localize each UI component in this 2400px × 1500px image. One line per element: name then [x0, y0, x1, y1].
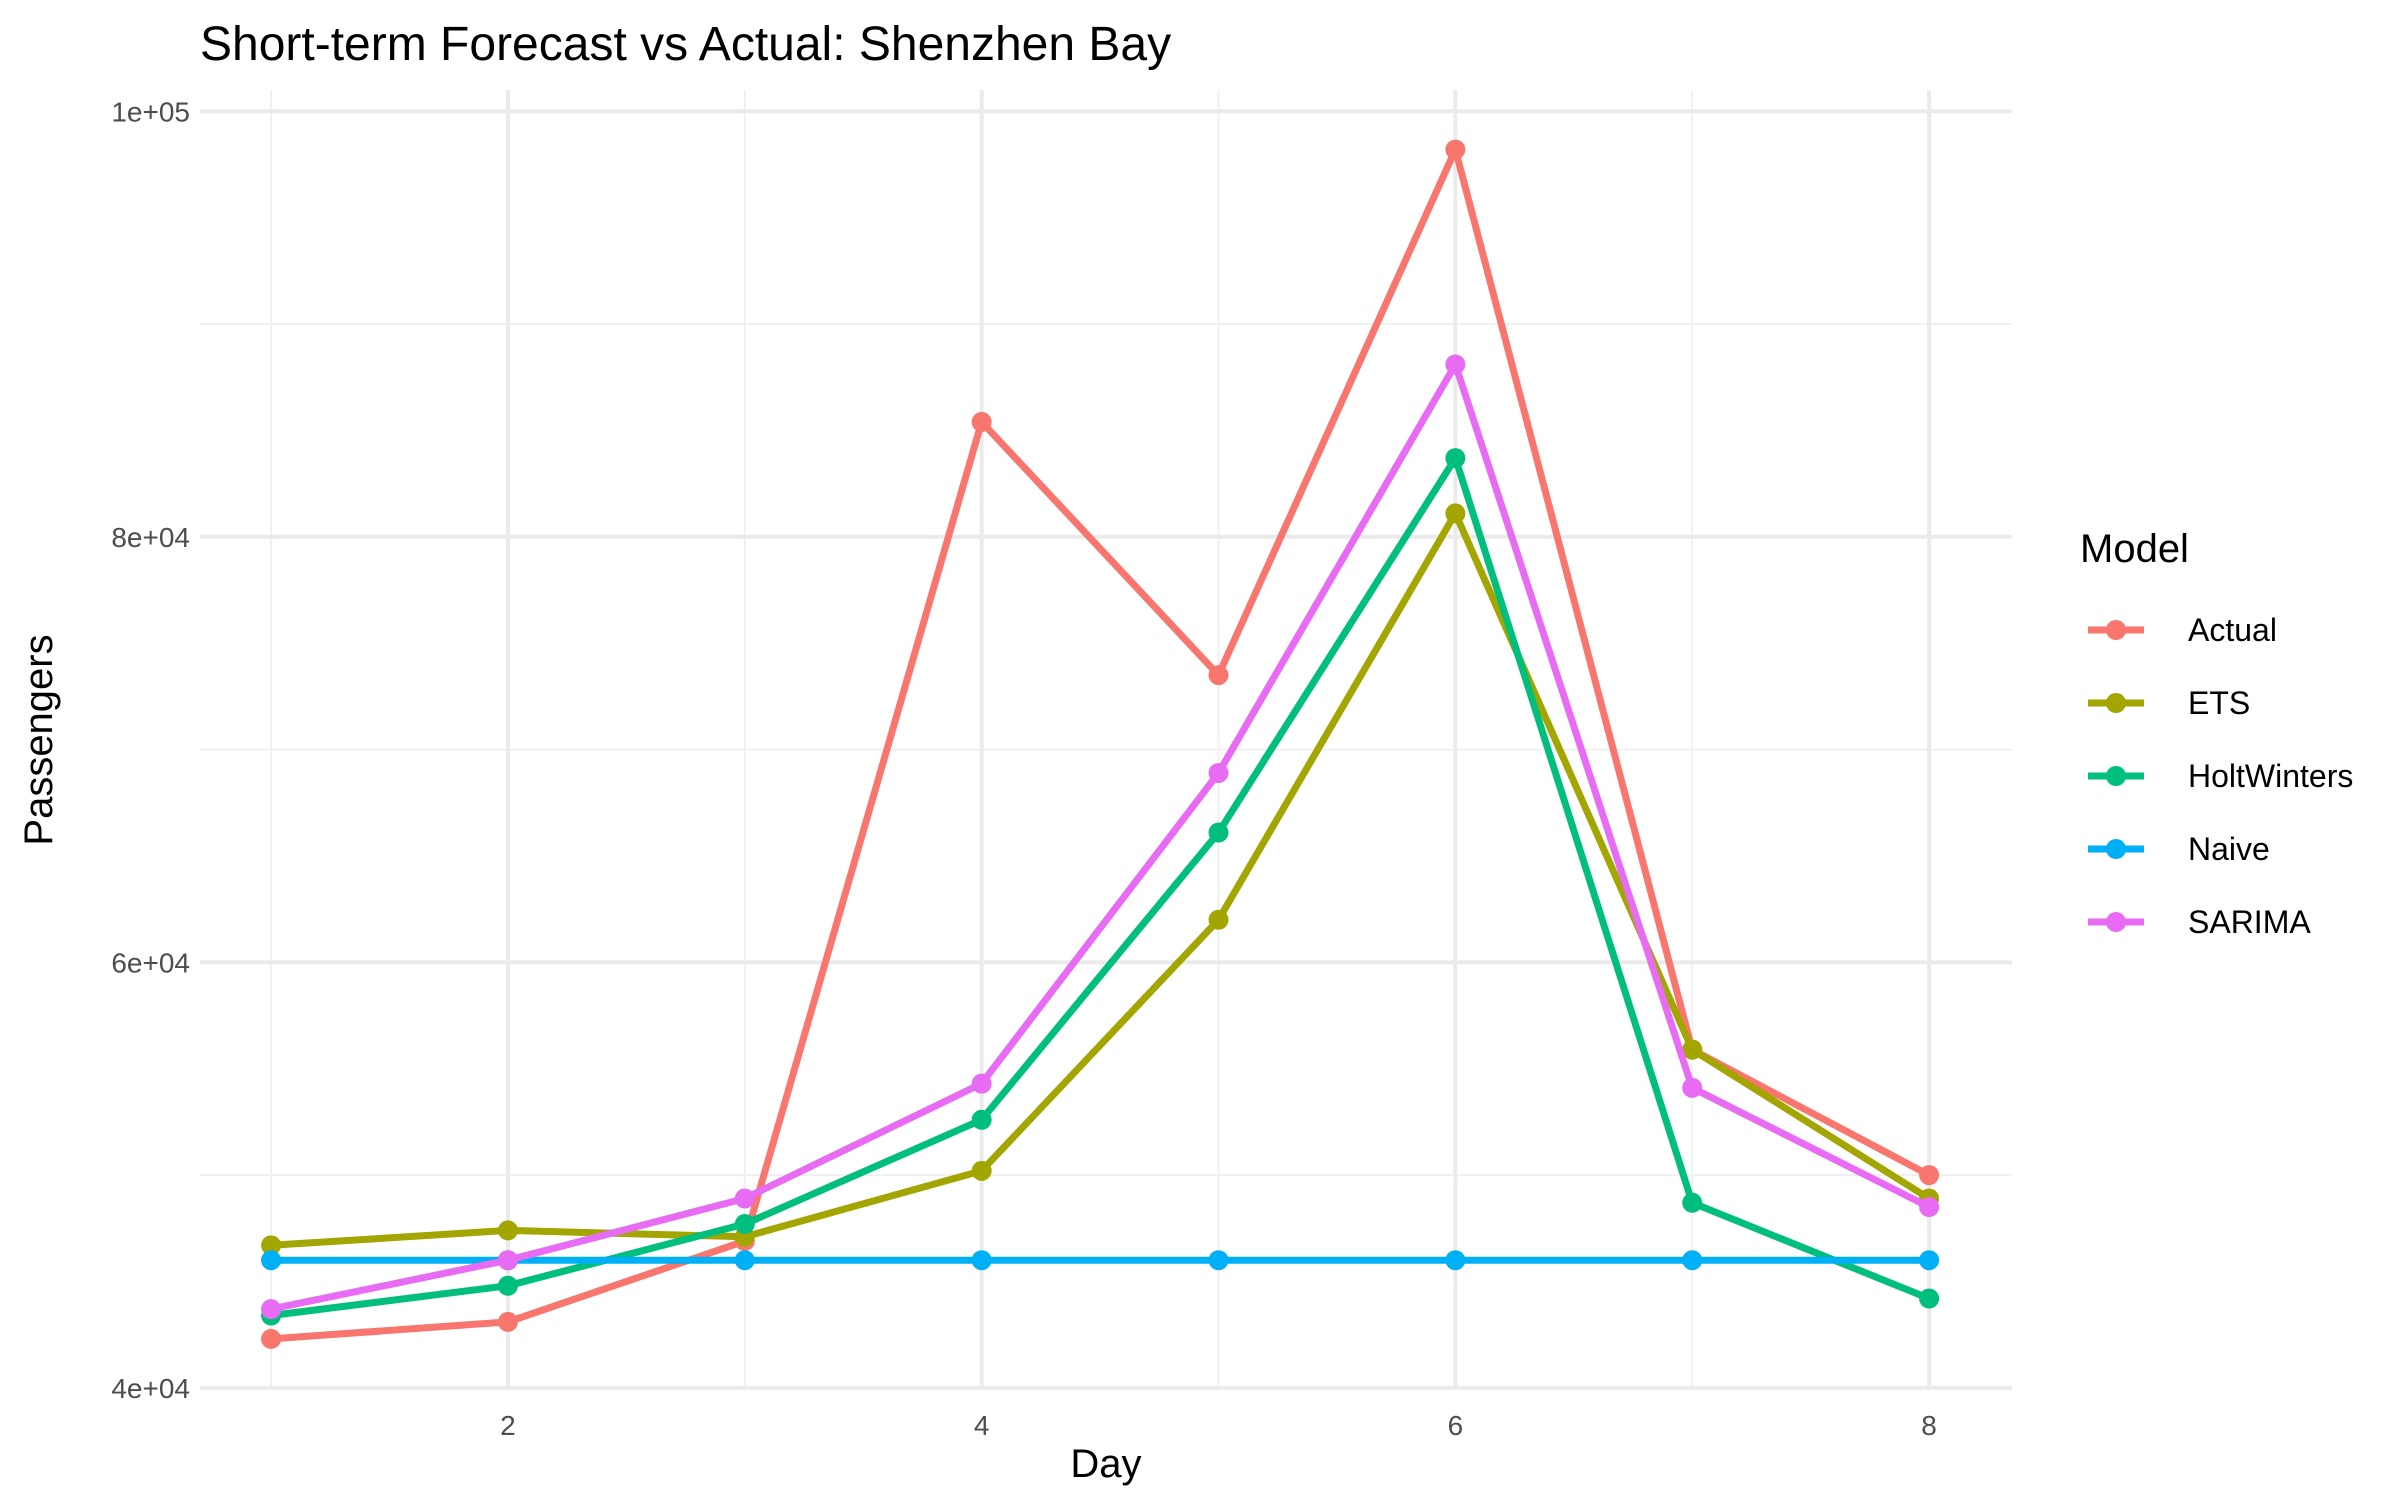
data-point-holtwinters — [1682, 1192, 1703, 1213]
data-point-sarima — [1682, 1077, 1703, 1098]
series-holtwinters — [261, 448, 1940, 1326]
data-series — [261, 139, 1940, 1349]
data-point-ets — [1208, 909, 1229, 930]
y-axis-title: Passengers — [17, 634, 61, 845]
y-tick-label: 6e+04 — [111, 947, 190, 978]
data-point-naive — [1919, 1250, 1940, 1271]
data-point-holtwinters — [1919, 1288, 1940, 1309]
data-point-holtwinters — [734, 1214, 755, 1235]
y-tick-label: 1e+05 — [111, 96, 190, 127]
data-point-holtwinters — [1445, 448, 1466, 469]
data-point-sarima — [971, 1073, 992, 1094]
legend-key-point — [2106, 839, 2126, 859]
data-point-actual — [497, 1311, 518, 1332]
data-point-holtwinters — [1208, 822, 1229, 843]
legend-item-naive: Naive — [2088, 831, 2270, 867]
series-line-holtwinters — [270, 454, 1931, 1319]
series-line-ets — [270, 509, 1931, 1249]
legend-label: Actual — [2188, 612, 2277, 648]
legend-label: SARIMA — [2188, 904, 2311, 940]
legend-item-holtwinters: HoltWinters — [2088, 758, 2353, 794]
axis-ticks: 2 4 6 8 4e+04 6e+04 8e+04 1e+05 — [111, 96, 1937, 1441]
legend-label: ETS — [2188, 685, 2250, 721]
data-point-sarima — [1208, 762, 1229, 783]
legend-label: Naive — [2188, 831, 2270, 867]
legend: Model Actual ETS HoltWinters Naive SARIMA — [2080, 527, 2353, 940]
legend-key-point — [2106, 620, 2126, 640]
data-point-actual — [1208, 665, 1229, 686]
legend-items: Actual ETS HoltWinters Naive SARIMA — [2088, 612, 2353, 940]
data-point-ets — [971, 1160, 992, 1181]
legend-title: Model — [2080, 527, 2189, 571]
data-point-ets — [1445, 503, 1466, 524]
grid-lines — [200, 90, 2012, 1390]
legend-item-actual: Actual — [2088, 612, 2277, 648]
data-point-sarima — [1445, 354, 1466, 375]
legend-item-sarima: SARIMA — [2088, 904, 2311, 940]
legend-key-point — [2106, 766, 2126, 786]
x-axis-title: Day — [1070, 1442, 1141, 1486]
x-tick-label: 8 — [1921, 1410, 1937, 1441]
data-point-ets — [497, 1220, 518, 1241]
y-tick-label: 8e+04 — [111, 522, 190, 553]
x-tick-label: 4 — [974, 1410, 990, 1441]
series-ets — [261, 503, 1940, 1256]
data-point-sarima — [1919, 1197, 1940, 1218]
data-point-naive — [1445, 1250, 1466, 1271]
legend-key-point — [2106, 912, 2126, 932]
data-point-actual — [971, 411, 992, 432]
data-point-sarima — [497, 1250, 518, 1271]
data-point-naive — [1682, 1250, 1703, 1271]
data-point-sarima — [261, 1299, 282, 1320]
data-point-naive — [734, 1250, 755, 1271]
data-point-naive — [1208, 1250, 1229, 1271]
y-tick-label: 4e+04 — [111, 1373, 190, 1404]
x-tick-label: 6 — [1448, 1410, 1464, 1441]
data-point-sarima — [734, 1188, 755, 1209]
data-point-holtwinters — [497, 1275, 518, 1296]
data-point-ets — [1682, 1039, 1703, 1060]
data-point-actual — [1445, 139, 1466, 160]
legend-item-ets: ETS — [2088, 685, 2250, 721]
chart-title: Short-term Forecast vs Actual: Shenzhen … — [200, 18, 1171, 71]
series-sarima — [261, 354, 1940, 1320]
data-point-actual — [261, 1328, 282, 1349]
x-tick-label: 2 — [500, 1410, 516, 1441]
legend-label: HoltWinters — [2188, 758, 2353, 794]
data-point-holtwinters — [971, 1109, 992, 1130]
data-point-naive — [261, 1250, 282, 1271]
series-actual — [261, 139, 1940, 1349]
legend-key-point — [2106, 693, 2126, 713]
data-point-naive — [971, 1250, 992, 1271]
series-line-sarima — [270, 361, 1931, 1313]
data-point-ets — [261, 1235, 282, 1256]
series-line-actual — [270, 146, 1931, 1343]
data-point-actual — [1919, 1165, 1940, 1186]
